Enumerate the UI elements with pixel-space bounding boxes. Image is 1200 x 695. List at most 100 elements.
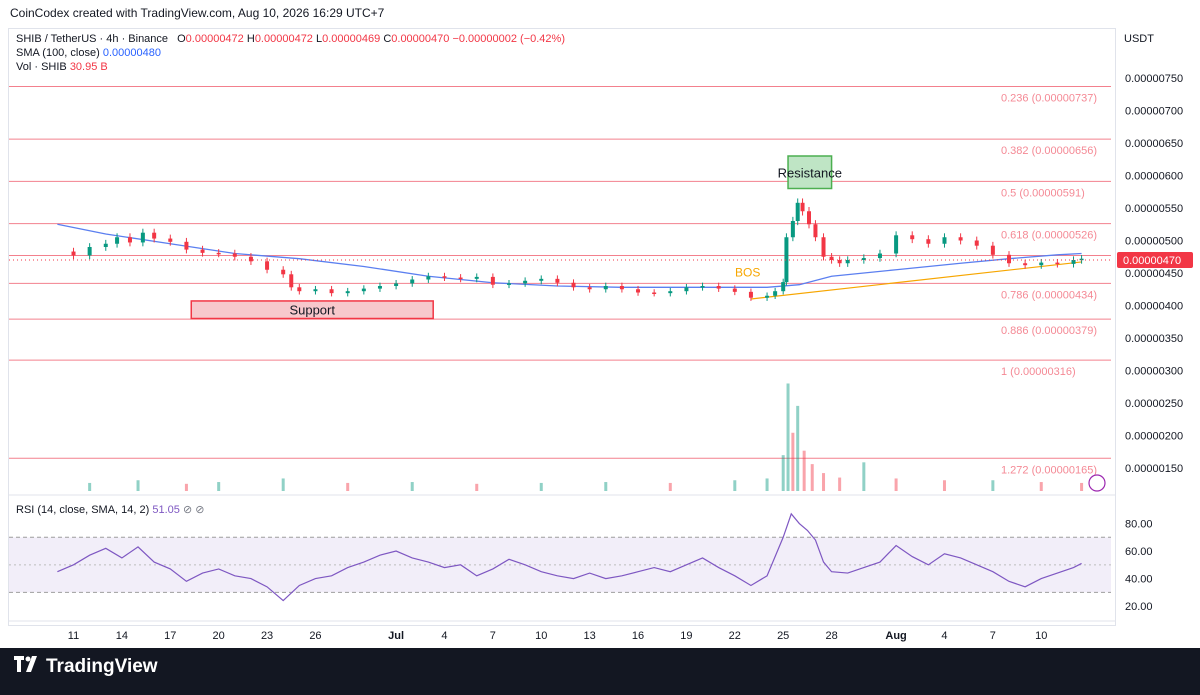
price-candle [636, 289, 641, 293]
price-candle [474, 276, 479, 279]
price-candle [845, 260, 850, 264]
volume-bar [281, 478, 285, 491]
price-axis-tick-label: 0.00000650 [1125, 138, 1183, 150]
volume-bar [668, 482, 672, 491]
bos-label: BOS [735, 265, 760, 279]
rsi-axis-tick-label: 40.00 [1125, 574, 1153, 586]
price-candle [807, 211, 811, 225]
tradingview-logo[interactable]: TradingView [14, 656, 158, 678]
price-candle [652, 292, 657, 294]
price-candle [800, 202, 805, 212]
price-axis-tick-label: 0.00000400 [1125, 301, 1183, 313]
price-candle [361, 288, 366, 292]
volume-legend[interactable]: Vol · SHIB 30.95 B [16, 61, 108, 73]
price-chart-svg[interactable]: 0.00000750 0.00000700 0.00000650 0.00000600… [9, 29, 1193, 642]
price-candle [265, 261, 270, 270]
rsi-line [57, 512, 1082, 602]
volume-bar [604, 482, 608, 491]
price-candle [87, 247, 92, 256]
trend-line [750, 261, 1082, 300]
fib-level-label: 1 (0.00000316) [1001, 366, 1076, 378]
ohlc-close-value: 0.00000470 [391, 33, 450, 45]
price-candle [555, 278, 560, 283]
fib-level-label: 1.272 (0.00000165) [1001, 464, 1097, 476]
price-candle [877, 253, 882, 259]
price-axis-tick-label: 0.00000200 [1125, 431, 1183, 443]
price-candle [926, 239, 931, 244]
volume-bar [942, 480, 946, 491]
price-candle [426, 276, 431, 280]
volume-bar [781, 455, 785, 491]
time-axis-tick-label: 13 [584, 630, 596, 642]
rsi-legend[interactable]: RSI (14, close, SMA, 14, 2) 51.05 ⊘ ⊘ [16, 503, 204, 516]
price-candle [289, 274, 294, 288]
price-candle [313, 289, 318, 292]
last-price-tag [1117, 252, 1193, 268]
volume-bar [217, 482, 221, 491]
price-candle [1023, 263, 1028, 266]
price-axis-tick-label: 0.00000250 [1125, 398, 1183, 410]
price-candle [765, 295, 770, 298]
time-axis-tick-label: 20 [213, 630, 225, 642]
price-candle [1071, 260, 1076, 264]
volume-bar [791, 432, 795, 491]
ohlc-low-label: L [316, 33, 323, 45]
volume-bar [346, 482, 350, 491]
fib-level-label: 0.886 (0.00000379) [1001, 325, 1097, 337]
price-candle [748, 291, 753, 298]
volume-bar [1080, 482, 1084, 491]
sma-legend[interactable]: SMA (100, close) 0.00000480 [16, 47, 161, 59]
price-axis-tick-label: 0.00000150 [1125, 463, 1183, 475]
time-axis-tick-label: 23 [261, 630, 273, 642]
time-axis-tick-label: 16 [632, 630, 644, 642]
price-candle [784, 237, 789, 283]
volume-label: Vol · SHIB [16, 61, 67, 73]
ohlc-high-value: 0.00000472 [254, 33, 313, 45]
price-candle [127, 237, 132, 243]
price-axis-tick-label: 0.00000450 [1125, 268, 1183, 280]
price-candle [200, 249, 205, 253]
volume-value: 30.95 B [69, 61, 108, 73]
time-axis-tick-label: 10 [1035, 630, 1047, 642]
rsi-extra-icons[interactable]: ⊘ ⊘ [182, 504, 205, 516]
price-candle [684, 287, 689, 292]
price-candle [71, 251, 76, 256]
time-axis-tick-label: 7 [990, 630, 996, 642]
volume-bar [862, 462, 866, 491]
resistance-zone [787, 155, 833, 190]
price-candle [232, 253, 237, 257]
price-axis-tick-label: 0.00000350 [1125, 333, 1183, 345]
price-candle [115, 237, 120, 244]
price-candle [1079, 258, 1084, 261]
price-candle [458, 277, 463, 280]
price-candle [571, 282, 576, 288]
price-candle [345, 291, 350, 294]
price-candle [958, 237, 963, 241]
price-candle [894, 235, 899, 254]
volume-bar [136, 480, 140, 491]
ohlc-high-label: H [246, 33, 255, 45]
footer-bar: TradingView [0, 648, 1200, 695]
price-candle [152, 232, 157, 239]
price-candle [329, 289, 334, 294]
ohlc-open-value: 0.00000472 [185, 33, 244, 45]
volume-bar [1039, 482, 1043, 491]
volume-bar [539, 482, 543, 491]
time-axis-tick-label: 26 [309, 630, 321, 642]
symbol-name[interactable]: SHIB / TetherUS · 4h · Binance [16, 33, 169, 45]
rsi-label: RSI (14, close, SMA, 14, 2) [16, 504, 150, 516]
symbol-legend: SHIB / TetherUS · 4h · Binance O0.000004… [16, 33, 565, 45]
rsi-axis-tick-label: 80.00 [1125, 519, 1153, 531]
volume-bar [822, 473, 826, 491]
time-axis-tick-label: 22 [729, 630, 741, 642]
price-candle [394, 283, 399, 286]
chart-panel[interactable]: 0.00000750 0.00000700 0.00000650 0.00000600… [8, 28, 1193, 642]
price-candle [490, 276, 495, 285]
price-candle [1007, 254, 1011, 264]
price-candle [813, 224, 818, 238]
currency-label: USDT [1124, 33, 1154, 45]
time-axis-tick-label: 19 [680, 630, 692, 642]
volume-bar [838, 477, 842, 491]
price-candle [184, 241, 189, 250]
price-candle [837, 260, 842, 264]
